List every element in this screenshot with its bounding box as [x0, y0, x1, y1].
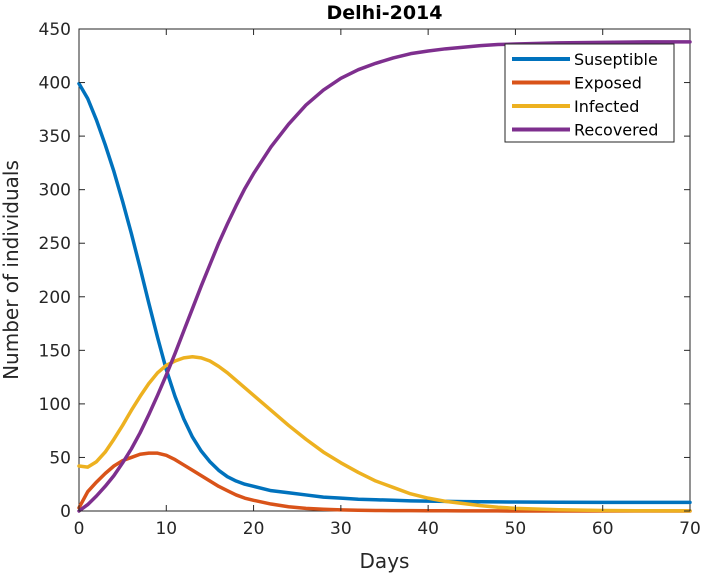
- legend-label-suseptible: Suseptible: [574, 50, 658, 69]
- series-line-suseptible: [77, 81, 692, 505]
- series-line-recovered: [77, 40, 692, 513]
- series-line-exposed: [77, 451, 692, 513]
- x-tick-label: 50: [505, 519, 527, 539]
- x-tick-label: 40: [417, 519, 439, 539]
- y-tick-label: 350: [39, 127, 71, 147]
- series-line-infected: [77, 355, 692, 513]
- y-tick-label: 50: [49, 448, 71, 468]
- y-tick-label: 150: [39, 341, 71, 361]
- y-tick-label: 450: [39, 20, 71, 40]
- x-tick-label: 30: [330, 519, 352, 539]
- y-tick-label: 200: [39, 288, 71, 308]
- x-tick-label: 10: [155, 519, 177, 539]
- legend-label-recovered: Recovered: [574, 121, 658, 140]
- x-axis-label: Days: [360, 549, 410, 573]
- y-tick-label: 0: [60, 502, 71, 522]
- x-tick-label: 60: [592, 519, 614, 539]
- x-tick-label: 20: [243, 519, 265, 539]
- legend-label-infected: Infected: [574, 97, 639, 116]
- y-tick-label: 250: [39, 234, 71, 254]
- y-tick-label: 100: [39, 395, 71, 415]
- legend: Suseptible Exposed Infected Recovered: [504, 43, 675, 143]
- y-tick-label: 400: [39, 74, 71, 94]
- x-tick-label: 0: [74, 519, 85, 539]
- series-layer: [77, 40, 692, 513]
- chart-title: Delhi-2014: [327, 2, 443, 24]
- ticks-layer: 0 10 20 30 40 50 60 70 0 50 100 150 200 250 300 350 400 4…: [39, 20, 701, 539]
- x-tick-label: 70: [679, 519, 701, 539]
- y-tick-label: 300: [39, 181, 71, 201]
- legend-label-exposed: Exposed: [574, 74, 642, 93]
- y-axis-label: Number of individuals: [0, 160, 23, 380]
